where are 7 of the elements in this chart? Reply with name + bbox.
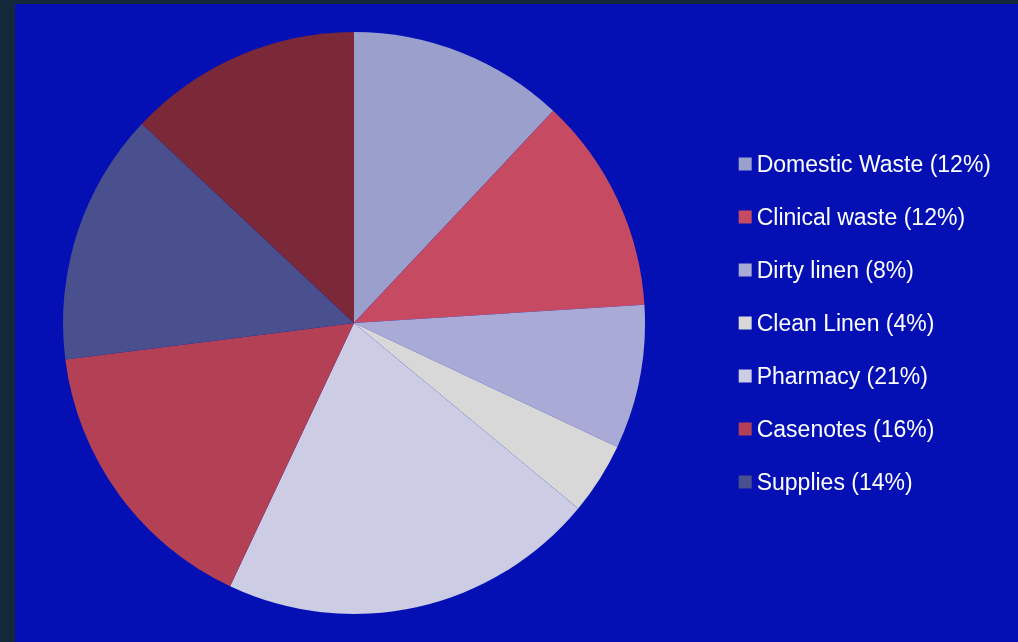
legend-label: Domestic Waste (12%) — [756, 151, 991, 177]
legend-label: Casenotes (16%) — [756, 416, 935, 442]
legend-label: Clinical waste (12%) — [756, 204, 966, 230]
legend-label: Clean Linen (4%) — [756, 310, 935, 336]
legend-label: Supplies (14%) — [756, 469, 913, 495]
legend-label: Dirty linen (8%) — [756, 257, 914, 283]
legend-label: Pharmacy (21%) — [756, 363, 928, 389]
